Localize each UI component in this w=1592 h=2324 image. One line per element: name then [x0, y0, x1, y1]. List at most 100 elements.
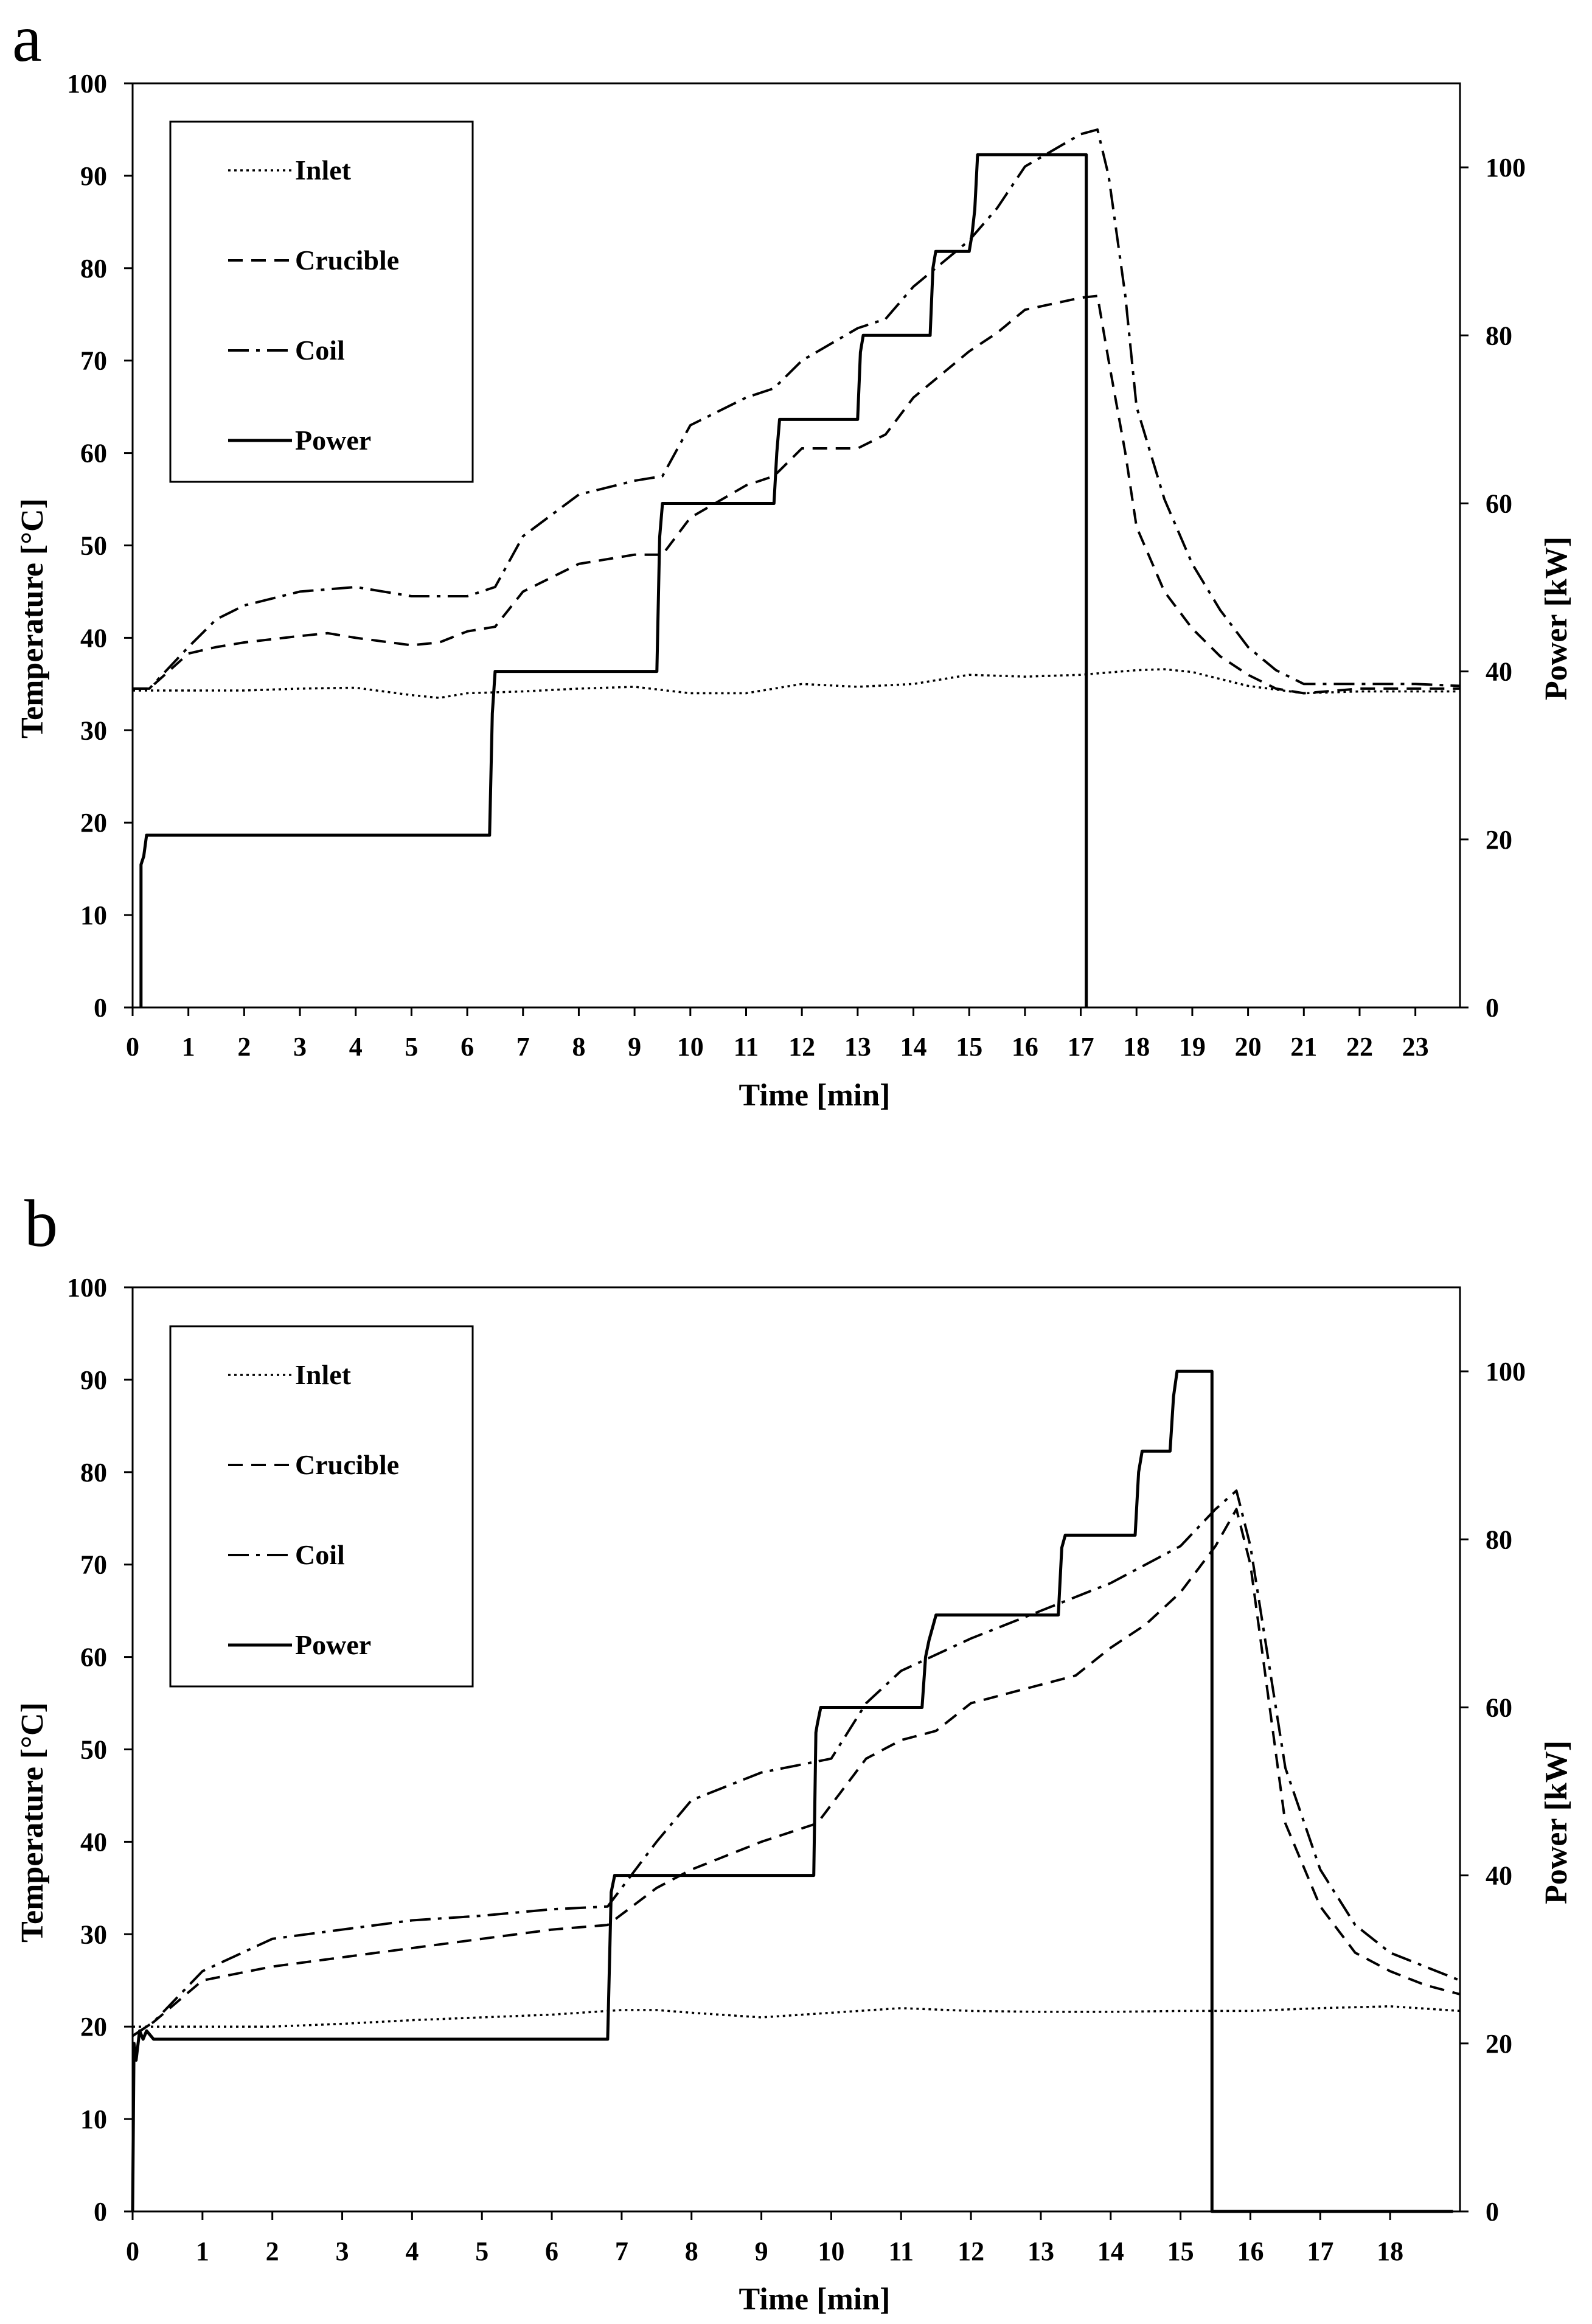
y-axis-title-right: Power [kW]: [1539, 537, 1574, 700]
x-tick-label: 16: [1237, 2236, 1264, 2266]
x-tick-label: 11: [734, 1032, 759, 1062]
y-axis-title-right: Power [kW]: [1539, 1741, 1574, 1904]
x-tick-label: 1: [182, 1032, 195, 1062]
legend-label-inlet: Inlet: [295, 155, 352, 186]
y-right-tick-label: 80: [1486, 321, 1512, 350]
y-right-tick-label: 100: [1486, 153, 1526, 183]
x-tick-label: 22: [1346, 1032, 1373, 1062]
legend-label-inlet: Inlet: [295, 1359, 352, 1390]
legend-label-coil: Coil: [295, 1539, 345, 1570]
y-left-tick-label: 100: [67, 69, 107, 99]
y-left-tick-label: 60: [80, 439, 107, 468]
y-left-tick-label: 20: [80, 2012, 107, 2042]
x-tick-label: 6: [545, 2236, 558, 2266]
x-tick-label: 11: [888, 2236, 914, 2266]
x-axis-title: Time [min]: [739, 2282, 891, 2317]
y-right-tick-label: 80: [1486, 1525, 1512, 1554]
y-left-tick-label: 100: [67, 1273, 107, 1303]
series-line-coil: [133, 128, 1461, 690]
x-tick-label: 23: [1402, 1032, 1429, 1062]
y-left-tick-label: 90: [80, 1365, 107, 1395]
series-line-coil: [131, 1489, 1461, 2037]
y-left-tick-label: 30: [80, 715, 107, 745]
x-tick-label: 5: [405, 1032, 418, 1062]
chart-panel-b: 0 1 2 3 4 5 6 7 8 9 10 11 12 13 14 15 16 17 18010203040506…: [15, 1273, 1574, 2317]
x-tick-label: 17: [1068, 1032, 1094, 1062]
x-tick-label: 5: [475, 2236, 488, 2266]
y-right-tick-label: 40: [1486, 1861, 1512, 1891]
x-tick-label: 7: [615, 2236, 628, 2266]
y-left-tick-label: 0: [94, 2197, 107, 2227]
x-tick-label: 10: [818, 2236, 844, 2266]
x-tick-label: 18: [1123, 1032, 1150, 1062]
x-tick-label: 14: [900, 1032, 927, 1062]
x-tick-label: 17: [1307, 2236, 1333, 2266]
x-tick-label: 3: [293, 1032, 307, 1062]
legend-label-power: Power: [295, 1629, 371, 1660]
legend-box: [169, 1325, 474, 1688]
series-line-power: [139, 153, 1088, 1007]
x-tick-label: 12: [958, 2236, 984, 2266]
y-right-tick-label: 0: [1486, 2197, 1499, 2227]
y-left-tick-label: 90: [80, 161, 107, 191]
legend-label-power: Power: [295, 425, 371, 456]
y-left-tick-label: 30: [80, 1919, 107, 1949]
series-line-power: [131, 1369, 1453, 2213]
x-tick-label: 4: [349, 1032, 363, 1062]
y-left-tick-label: 50: [80, 1735, 107, 1765]
y-left-tick-label: 40: [80, 623, 107, 653]
x-tick-label: 1: [196, 2236, 209, 2266]
x-tick-label: 2: [237, 1032, 251, 1062]
y-right-tick-label: 40: [1486, 657, 1512, 687]
y-right-tick-label: 20: [1486, 2029, 1512, 2059]
y-left-tick-label: 20: [80, 808, 107, 838]
x-tick-label: 20: [1235, 1032, 1262, 1062]
x-tick-label: 8: [685, 2236, 698, 2266]
y-left-tick-label: 80: [80, 1458, 107, 1487]
y-left-tick-label: 70: [80, 346, 107, 376]
y-right-tick-label: 100: [1486, 1357, 1526, 1386]
legend-label-coil: Coil: [295, 335, 345, 366]
x-tick-label: 0: [126, 1032, 139, 1062]
x-tick-label: 15: [1167, 2236, 1194, 2266]
x-tick-label: 21: [1290, 1032, 1317, 1062]
series-line-crucible: [131, 1508, 1461, 2037]
x-tick-label: 15: [956, 1032, 982, 1062]
y-right-tick-label: 20: [1486, 825, 1512, 855]
y-right-tick-label: 0: [1486, 993, 1499, 1023]
y-left-tick-label: 10: [80, 2104, 107, 2134]
x-tick-label: 0: [126, 2236, 139, 2266]
x-tick-label: 18: [1377, 2236, 1403, 2266]
y-axis-title-left: Temperature [°C]: [15, 498, 50, 739]
y-right-tick-label: 60: [1486, 489, 1512, 518]
y-left-tick-label: 40: [80, 1827, 107, 1857]
x-tick-label: 13: [844, 1032, 871, 1062]
legend-label-crucible: Crucible: [295, 1449, 399, 1480]
legend-label-crucible: Crucible: [295, 245, 399, 276]
x-tick-label: 9: [628, 1032, 641, 1062]
x-axis-title: Time [min]: [739, 1078, 891, 1113]
y-left-tick-label: 80: [80, 254, 107, 284]
x-tick-label: 6: [461, 1032, 474, 1062]
x-tick-label: 3: [336, 2236, 349, 2266]
x-tick-label: 19: [1179, 1032, 1206, 1062]
x-tick-label: 10: [677, 1032, 704, 1062]
legend-box: [169, 120, 474, 483]
x-tick-label: 16: [1012, 1032, 1038, 1062]
x-tick-label: 12: [788, 1032, 815, 1062]
y-left-tick-label: 50: [80, 531, 107, 561]
y-axis-title-left: Temperature [°C]: [15, 1702, 50, 1943]
panel-letter-a: a: [12, 1, 42, 75]
x-tick-label: 9: [755, 2236, 768, 2266]
x-tick-label: 13: [1027, 2236, 1054, 2266]
x-tick-label: 7: [516, 1032, 530, 1062]
y-left-tick-label: 70: [80, 1550, 107, 1580]
y-left-tick-label: 0: [94, 993, 107, 1023]
series-line-inlet: [133, 668, 1460, 699]
x-tick-label: 8: [572, 1032, 585, 1062]
chart-panel-a: 0 1 2 3 4 5 6 7 8 9 10 11 12 13 14 15 16 17 18 19 20 21 22 2301…: [15, 69, 1574, 1113]
y-right-tick-label: 60: [1486, 1693, 1512, 1722]
panel-letter-b: b: [24, 1186, 58, 1261]
y-left-tick-label: 60: [80, 1643, 107, 1672]
